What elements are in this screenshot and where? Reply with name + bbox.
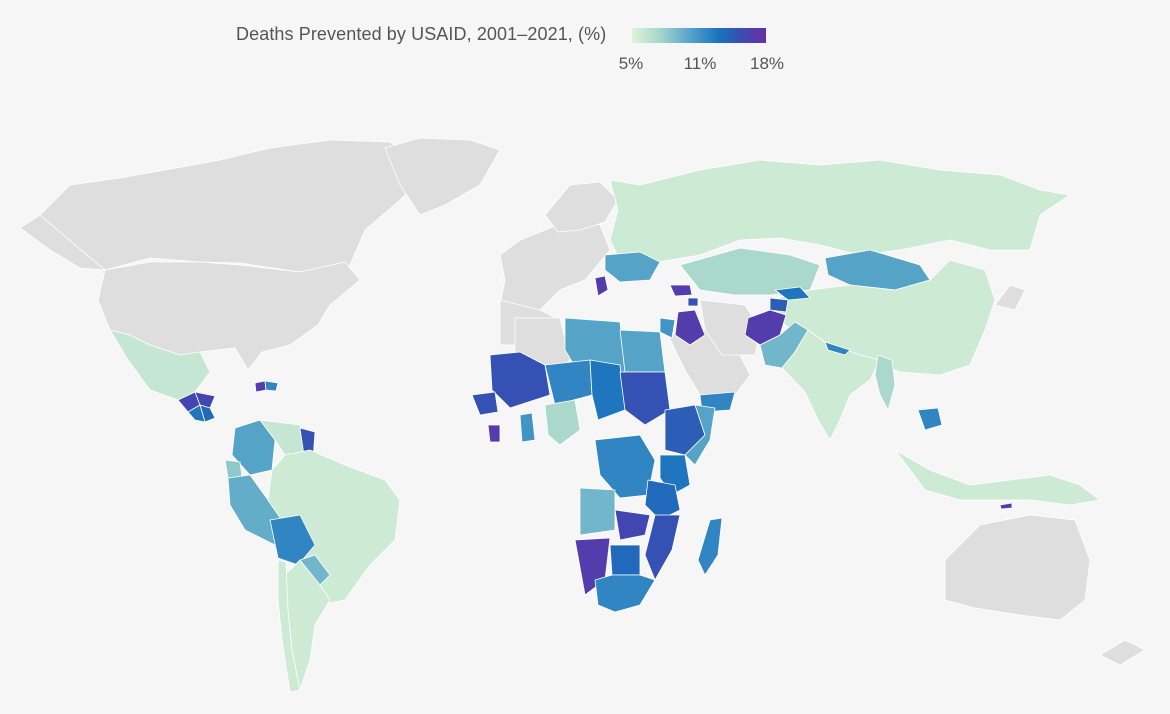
region-mozambique: [644, 514, 681, 581]
legend-tick-mid: 11%: [683, 54, 717, 73]
region-indonesia: [894, 449, 1101, 506]
alaska-land: [19, 214, 106, 271]
region-cambodia: [917, 407, 943, 431]
australia-land: [944, 514, 1091, 621]
region-timor-leste: [999, 502, 1013, 510]
region-ecuador: [224, 459, 243, 479]
region-haiti: [254, 380, 267, 393]
region-india: [781, 329, 881, 441]
region-russia: [609, 159, 1071, 266]
region-guinea: [471, 391, 499, 416]
iran-land: [699, 299, 761, 356]
region-mexico: [109, 329, 211, 401]
legend-tick-low: 5%: [618, 54, 644, 73]
region-mali: [489, 351, 551, 409]
region-liberia: [487, 424, 501, 443]
europe-land: [499, 217, 611, 313]
legend-color-bar: [632, 28, 766, 43]
region-niger: [544, 359, 593, 406]
region-ukraine: [604, 251, 661, 283]
region-jordan: [659, 317, 676, 339]
scandinavia-land: [544, 181, 619, 233]
canada-land: [39, 139, 431, 273]
data-regions: [109, 159, 1101, 693]
region-mongolia: [824, 249, 931, 291]
region-chad: [589, 359, 626, 421]
region-kyrgyzstan: [774, 286, 811, 301]
region-tajikistan: [769, 297, 789, 313]
region-bolivia: [269, 514, 316, 566]
greenland-land: [384, 137, 501, 216]
region-madagascar: [697, 517, 723, 576]
region-south-africa: [594, 574, 656, 613]
region-myanmar: [874, 354, 896, 411]
region-botswana: [609, 544, 641, 576]
region-iraq: [674, 309, 706, 346]
region-dominican-republic: [264, 380, 279, 392]
region-nigeria: [544, 399, 581, 446]
region-el-salvador: [187, 404, 206, 423]
region-tanzania: [644, 479, 681, 521]
legend-tick-high: 18%: [749, 54, 785, 73]
region-ghana: [519, 412, 536, 443]
region-chile: [277, 559, 301, 693]
new-zealand-land: [1099, 639, 1146, 666]
region-moldova: [594, 275, 609, 297]
japan-land: [994, 284, 1026, 311]
no-data-regions: [19, 137, 1146, 666]
region-dr-congo: [594, 434, 656, 499]
region-sudan: [619, 371, 671, 426]
region-nepal: [824, 341, 851, 356]
region-angola: [579, 487, 616, 536]
region-zambia: [614, 509, 651, 541]
region-georgia: [669, 284, 693, 297]
region-somalia: [684, 404, 716, 466]
region-brazil: [267, 449, 401, 606]
region-egypt: [619, 329, 666, 373]
region-armenia: [687, 297, 699, 307]
legend-title: Deaths Prevented by USAID, 2001–2021, (%…: [236, 24, 607, 44]
